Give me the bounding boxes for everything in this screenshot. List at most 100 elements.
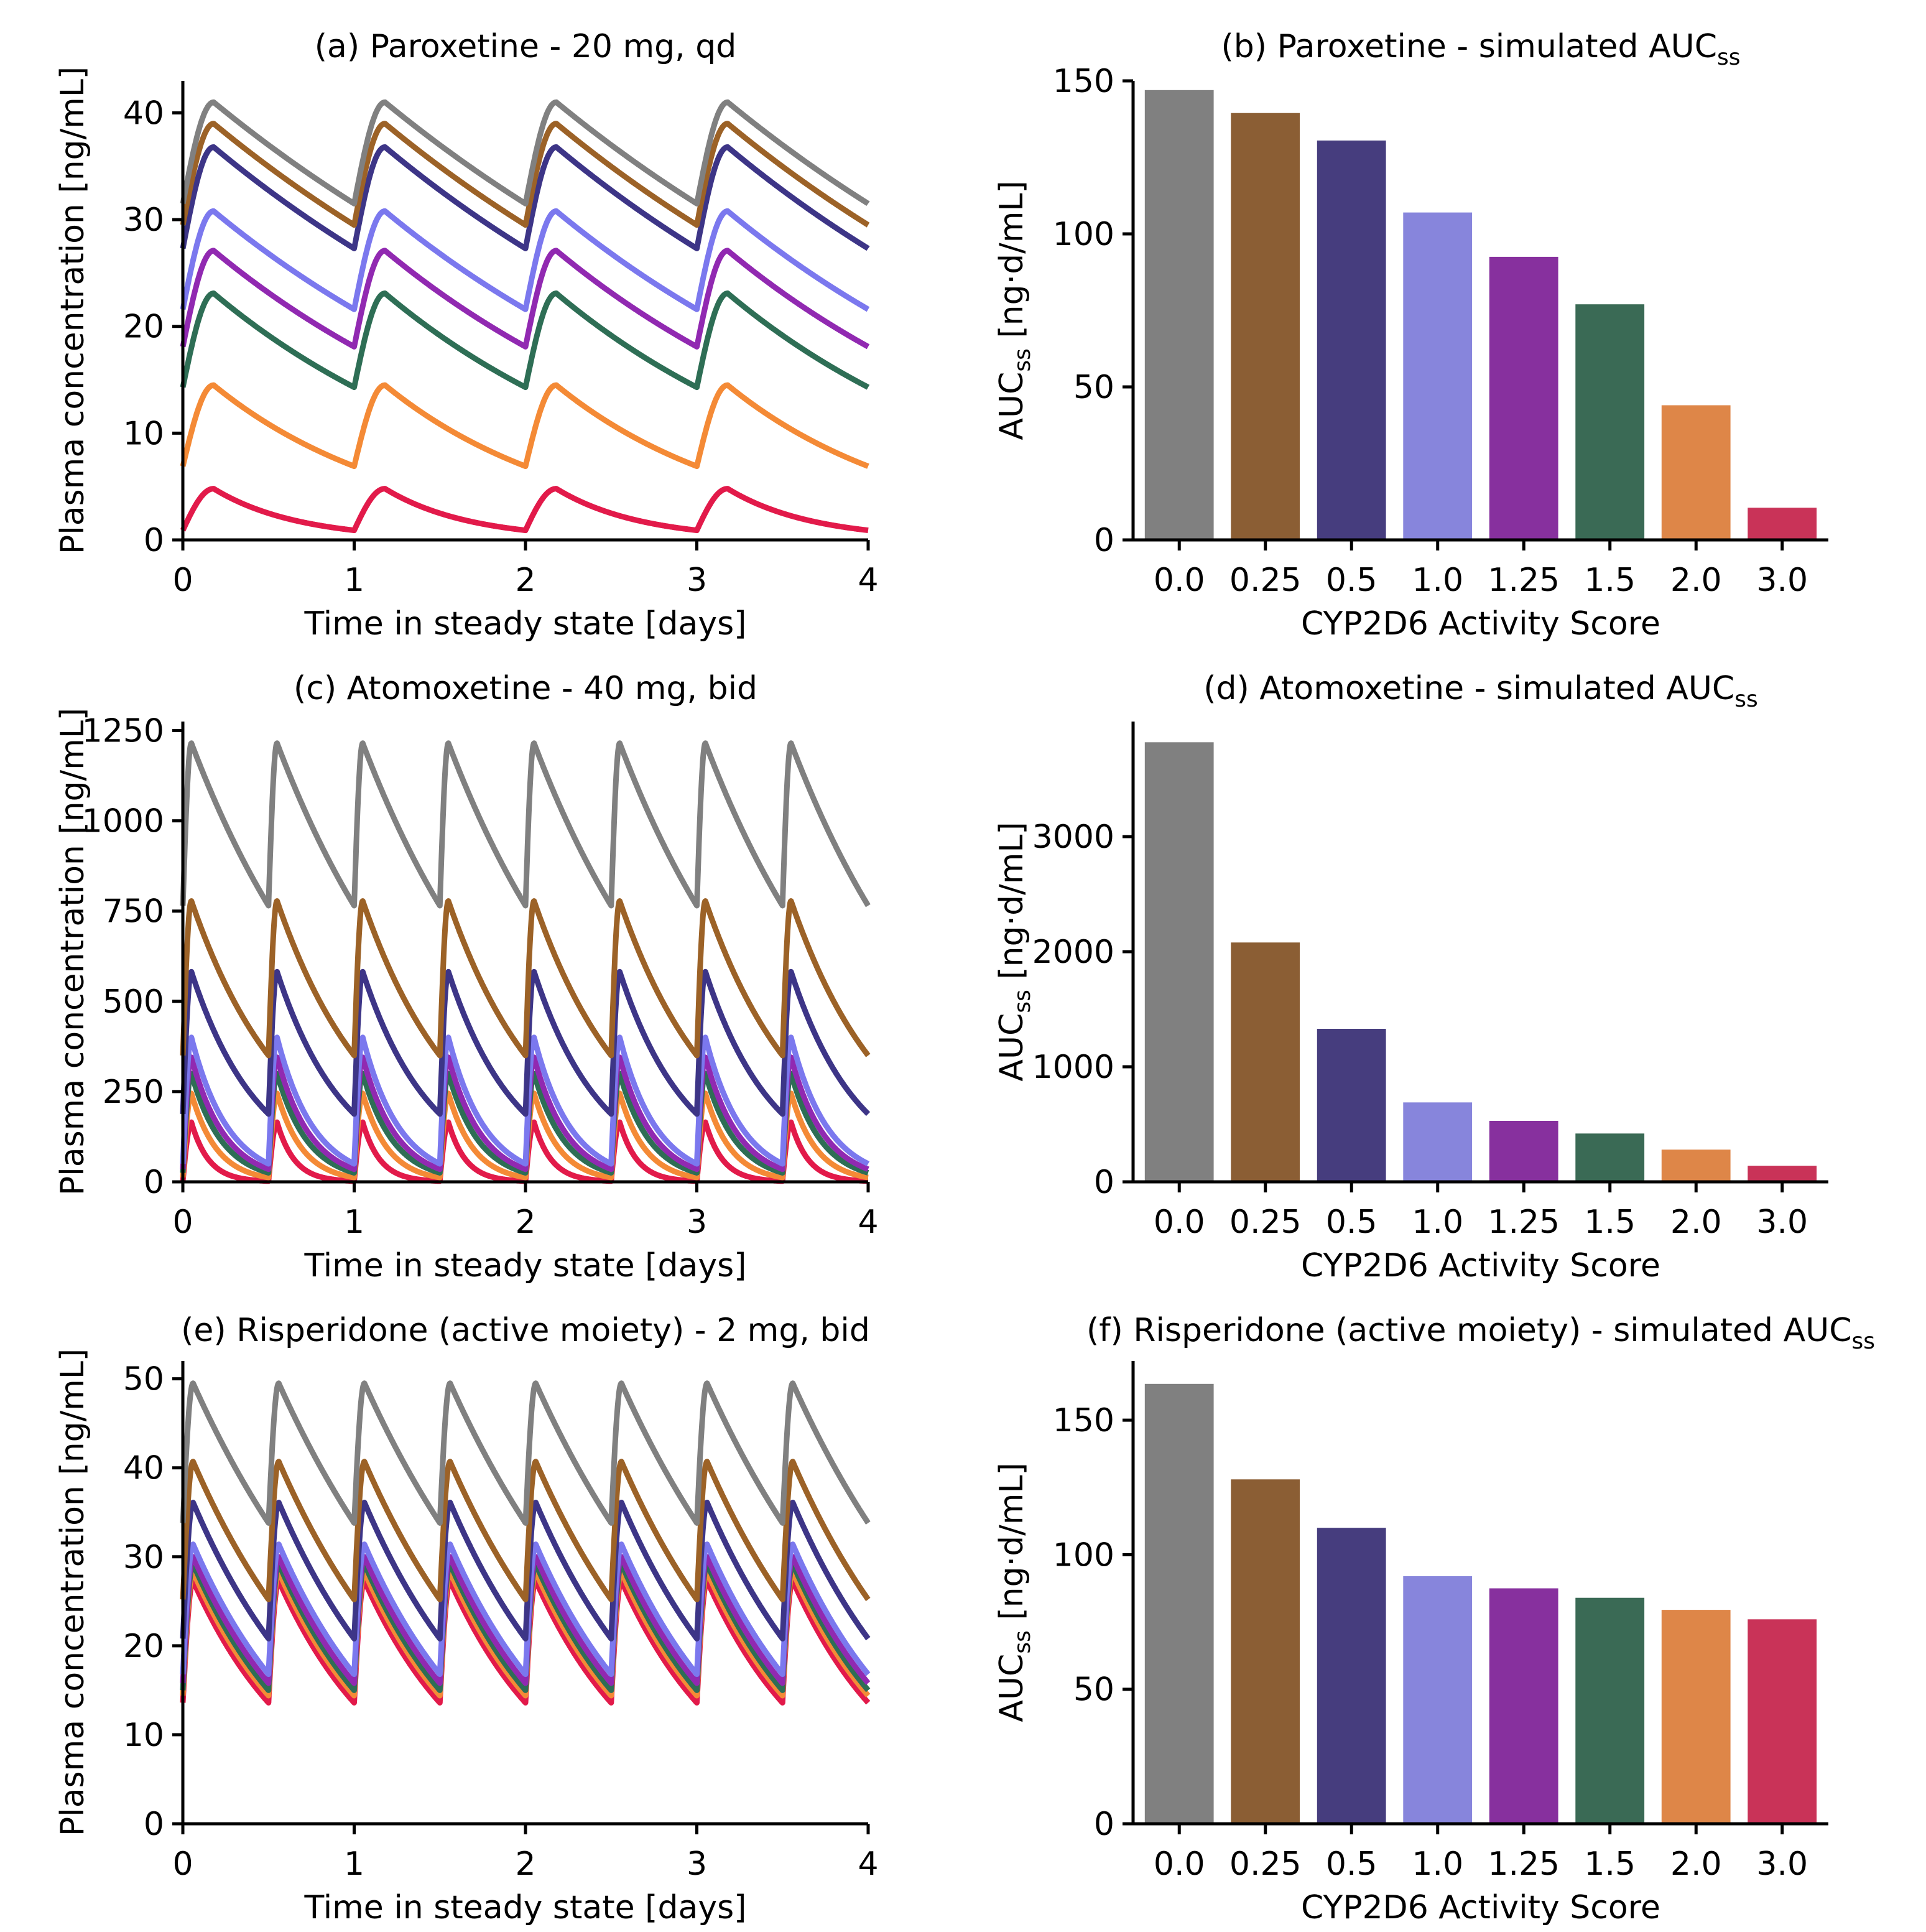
x-axis-label: CYP2D6 Activity Score [1301,1247,1660,1284]
bar-0.25 [1231,1479,1300,1824]
x-tick-label: 2 [515,1846,535,1883]
x-tick-label: 1.25 [1488,1204,1560,1241]
series-lines [180,1380,871,1706]
panel-b: (b) Paroxetine - simulated AUCss 0.0 0.25 0… [993,28,1828,643]
series-line-0.0 [180,99,871,207]
y-tick-label: 2000 [1032,934,1114,971]
y-tick-label: 500 [103,983,164,1021]
series-line-1.5 [180,1561,871,1693]
series-line-1.0 [180,1034,871,1167]
chart-title: (c) Atomoxetine - 40 mg, bid [294,670,757,707]
x-tick-label: 2 [515,562,535,599]
x-axis-label: Time in steady state [days] [304,1247,747,1284]
panel-d: (d) Atomoxetine - simulated AUCss 0.0 0.25… [993,670,1828,1284]
series-line-0.5 [180,144,871,251]
x-tick-label: 4 [858,1204,878,1241]
x-tick-label: 4 [858,562,878,599]
y-tick-label: 250 [103,1074,164,1111]
y-tick-label: 30 [123,1539,164,1576]
y-tick-label: 0 [1094,1164,1114,1201]
y-tick-label: 1000 [82,803,164,840]
y-tick-label: 40 [123,1450,164,1487]
series-line-1.5 [180,1070,871,1176]
bar-1.0 [1403,1102,1473,1182]
x-tick-label: 1.25 [1488,1846,1560,1883]
y-tick-label: 100 [1053,216,1114,253]
panel-a: (a) Paroxetine - 20 mg, qd0 1 2 3 4010203040… [54,28,879,643]
x-tick-label: 0.25 [1229,1846,1302,1883]
chart-title: (e) Risperidone (active moiety) - 2 mg, … [181,1312,870,1349]
series-line-1.0 [180,208,871,312]
y-tick-label: 20 [123,309,164,346]
y-tick-label: 1250 [82,713,164,750]
bars [1144,1383,1817,1824]
series-line-2.0 [180,1090,871,1181]
y-tick-label: 150 [1053,1402,1114,1439]
x-tick-label: 1 [344,1846,364,1883]
y-tick-label: 10 [123,415,164,452]
bar-0.25 [1231,113,1300,540]
bar-0.5 [1317,1029,1386,1182]
series-line-0.0 [180,740,871,909]
x-tick-label: 1.5 [1584,1204,1636,1241]
series-line-3.0 [180,486,871,534]
series-line-1.25 [180,1554,871,1686]
series-line-2.0 [180,1569,871,1699]
bar-0.5 [1317,140,1386,540]
x-tick-label: 1.0 [1412,1204,1463,1241]
bar-1.25 [1489,1588,1558,1824]
x-tick-label: 1.0 [1412,1846,1463,1883]
bar-0.0 [1144,742,1214,1182]
y-tick-label: 750 [103,893,164,931]
bar-1.5 [1575,304,1645,540]
x-tick-label: 1 [344,1204,364,1241]
x-tick-label: 3 [687,1846,707,1883]
series-lines [180,740,871,1184]
x-tick-label: 0.25 [1229,1204,1302,1241]
chart-title: (a) Paroxetine - 20 mg, qd [315,28,737,65]
x-axis-label: Time in steady state [days] [304,605,747,643]
x-tick-label: 0 [172,1846,193,1883]
y-axis-label: AUCss [ng·d/mL] [993,180,1035,440]
y-tick-label: 1000 [1032,1049,1114,1086]
x-tick-label: 1 [344,562,364,599]
bar-0.5 [1317,1528,1386,1824]
y-tick-label: 10 [123,1717,164,1754]
series-line-2.0 [180,382,871,470]
panel-e: (e) Risperidone (active moiety) - 2 mg, … [54,1312,879,1926]
x-tick-label: 0.5 [1326,1204,1377,1241]
x-tick-label: 2.0 [1670,1204,1722,1241]
y-tick-label: 3000 [1032,819,1114,856]
y-axis-label: AUCss [ng·d/mL] [993,1462,1035,1722]
bar-2.0 [1661,405,1731,540]
x-tick-label: 0 [172,1204,193,1241]
x-axis-label: CYP2D6 Activity Score [1301,1889,1660,1926]
x-tick-label: 1.5 [1584,1846,1636,1883]
x-tick-label: 2 [515,1204,535,1241]
y-tick-label: 150 [1053,63,1114,100]
series-line-0.25 [180,1459,871,1602]
x-tick-label: 2.0 [1670,1846,1722,1883]
x-tick-label: 0.5 [1326,562,1377,599]
series-line-1.5 [180,290,871,391]
bar-1.5 [1575,1597,1645,1824]
y-tick-label: 0 [1094,522,1114,559]
chart-title: (b) Paroxetine - simulated AUCss [1221,28,1740,70]
x-tick-label: 3.0 [1756,562,1808,599]
y-tick-label: 100 [1053,1536,1114,1574]
y-axis-label: Plasma concentration [ng/mL] [54,1349,91,1836]
x-tick-label: 0.5 [1326,1846,1377,1883]
x-tick-label: 0.0 [1154,1846,1205,1883]
y-tick-label: 0 [1094,1806,1114,1843]
x-axis-label: CYP2D6 Activity Score [1301,605,1660,643]
x-tick-label: 0 [172,562,193,599]
chart-title: (f) Risperidone (active moiety) - simula… [1086,1312,1875,1354]
bar-3.0 [1748,1619,1817,1824]
y-tick-label: 0 [144,1806,164,1843]
bars [1144,90,1817,541]
bars [1144,742,1817,1182]
series-line-1.0 [180,1541,871,1678]
bar-1.5 [1575,1133,1645,1182]
x-tick-label: 0.0 [1154,1204,1205,1241]
chart-title: (d) Atomoxetine - simulated AUCss [1203,670,1757,712]
